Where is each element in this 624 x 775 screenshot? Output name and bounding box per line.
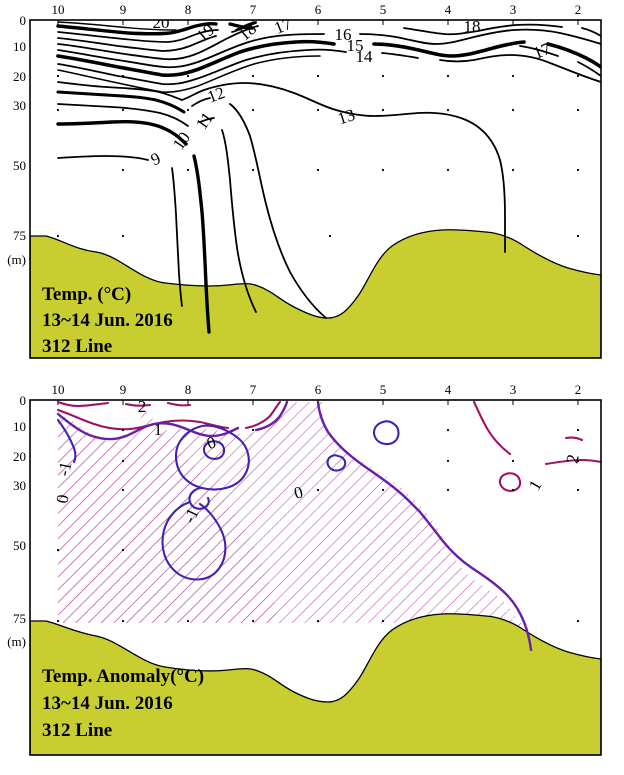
- temperature-contour-lines: [56, 21, 601, 334]
- contour-label: 14: [356, 47, 374, 66]
- panel-caption-temperature: Temp. (°C) 13~14 Jun. 2016 312 Line: [42, 284, 173, 357]
- caption-line: 13~14 Jun. 2016: [42, 693, 173, 714]
- contour-label: 2: [138, 397, 147, 416]
- contour-label: 20: [153, 13, 170, 32]
- plot-frame-temp: [29, 19, 602, 359]
- x-tick-label: 5: [380, 2, 387, 17]
- contour-label: 1: [154, 420, 163, 439]
- y-tick-label: 10: [13, 419, 26, 434]
- panel-caption-anomaly: Temp. Anomaly(°C) 13~14 Jun. 2016 312 Li…: [42, 666, 204, 741]
- plot-frame-anom: [29, 399, 602, 756]
- x-tick-label: 9: [120, 382, 127, 397]
- caption-line: Temp. Anomaly(°C): [42, 666, 204, 687]
- x-tick-label: 7: [250, 2, 257, 17]
- x-axis-tick-labels-anom: 10 9 8 7 6 5 4 3 2: [52, 382, 582, 397]
- contour-label: 13: [335, 105, 357, 128]
- temperature-section-plot: 10 9 8 7 6 5 4 3 2 0 10 20 30 50 75 (m): [7, 2, 602, 359]
- contour-label: 9: [148, 149, 164, 170]
- y-tick-label: 30: [13, 478, 26, 493]
- y-axis-unit-label: (m): [7, 252, 26, 267]
- x-axis-tick-labels-temp: 10 9 8 7 6 5 4 3 2: [52, 2, 582, 17]
- contour-label: 0: [52, 493, 72, 505]
- contour-label: 18: [464, 17, 481, 36]
- x-axis-ticks-temp: [57, 20, 579, 25]
- caption-line: 312 Line: [42, 336, 112, 357]
- x-tick-label: 8: [185, 382, 192, 397]
- x-tick-label: 10: [52, 2, 65, 17]
- station-sample-points-anom: [56, 428, 580, 623]
- contour-label: 2: [562, 453, 582, 465]
- x-tick-label: 7: [250, 382, 257, 397]
- temperature-anomaly-section-plot: 10 9 8 7 6 5 4 3 2 0 10 20 30 50 75 (m): [7, 382, 602, 756]
- contour-label: 12: [205, 83, 227, 107]
- panel-temperature: 10 9 8 7 6 5 4 3 2 0 10 20 30 50 75 (m): [0, 0, 624, 378]
- caption-line: 312 Line: [42, 720, 112, 741]
- y-tick-label: 50: [13, 158, 26, 173]
- seafloor-bathymetry: [30, 613, 601, 755]
- x-tick-label: 9: [120, 2, 127, 17]
- contour-label: -1: [54, 460, 76, 478]
- x-tick-label: 4: [445, 382, 452, 397]
- y-tick-label: 75: [13, 228, 26, 243]
- x-tick-label: 4: [445, 2, 452, 17]
- station-sample-points-temp: [56, 74, 580, 238]
- y-tick-label: 75: [13, 611, 26, 626]
- contour-label: 17: [530, 39, 553, 63]
- x-tick-label: 3: [510, 2, 517, 17]
- x-tick-label: 5: [380, 382, 387, 397]
- zero-anomaly-contours: [56, 400, 533, 652]
- contour-label: 1: [525, 477, 546, 494]
- contour-label: 16: [335, 25, 352, 44]
- y-tick-label: 0: [20, 393, 27, 408]
- negative-anomaly-hatch-region: [58, 402, 526, 648]
- y-axis-unit-label: (m): [7, 634, 26, 649]
- x-tick-label: 8: [185, 2, 192, 17]
- y-axis-tick-labels-anom: 0 10 20 30 50 75 (m): [7, 393, 26, 649]
- panel-temperature-anomaly: 10 9 8 7 6 5 4 3 2 0 10 20 30 50 75 (m): [0, 380, 624, 775]
- contour-label: 17: [271, 14, 294, 38]
- contour-label: 15: [347, 36, 364, 55]
- y-tick-label: 20: [13, 449, 26, 464]
- y-tick-label: 20: [13, 69, 26, 84]
- temperature-contour-value-labels: 20 19 18 17 16 15 14 18 17 12 13 11 10 9: [148, 13, 554, 170]
- negative-anomaly-contours: [56, 418, 400, 581]
- seafloor-bathymetry: [30, 229, 601, 358]
- x-tick-label: 3: [510, 382, 517, 397]
- y-tick-label: 10: [13, 39, 26, 54]
- y-tick-label: 0: [20, 13, 27, 28]
- caption-line: 13~14 Jun. 2016: [42, 310, 173, 331]
- caption-line: Temp. (°C): [42, 284, 131, 305]
- y-tick-label: 50: [13, 538, 26, 553]
- x-tick-label: 2: [575, 382, 582, 397]
- x-tick-label: 2: [575, 2, 582, 17]
- x-tick-label: 6: [315, 382, 322, 397]
- x-tick-label: 6: [315, 2, 322, 17]
- y-axis-tick-labels-temp: 0 10 20 30 50 75 (m): [7, 13, 26, 267]
- contour-label: 11: [192, 109, 217, 133]
- y-tick-label: 30: [13, 98, 26, 113]
- x-tick-label: 10: [52, 382, 65, 397]
